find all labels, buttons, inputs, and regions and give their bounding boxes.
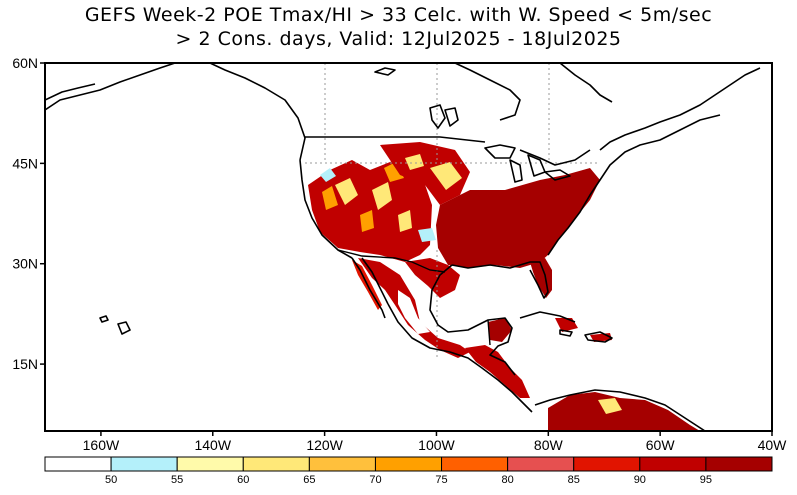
- shade-plains-cyan: [320, 168, 436, 242]
- shade-western-us-orange: [322, 162, 404, 232]
- colorbar-label: 90: [634, 474, 646, 486]
- lat-tick-label: 15N: [12, 356, 38, 372]
- colorbar-swatch: [242, 456, 310, 472]
- shade-mexico-interior: [398, 290, 430, 334]
- colorbar-swatch: [176, 456, 244, 472]
- colorbar-label: 70: [369, 474, 381, 486]
- colorbar: 50 55 60 65 70 75 80 85 90 95: [44, 456, 773, 486]
- shade-eastern-us: [436, 168, 600, 268]
- lat-tick-label: 30N: [12, 256, 38, 272]
- colorbar-swatch: [573, 456, 641, 472]
- lon-tick-label: 120W: [306, 437, 343, 453]
- map-title-line-2: > 2 Cons. days, Valid: 12Jul2025 - 18Jul…: [175, 28, 622, 50]
- colorbar-label: 95: [700, 474, 712, 486]
- colorbar-label: 75: [435, 474, 447, 486]
- lon-tick-label: 160W: [83, 437, 120, 453]
- lon-tick-label: 140W: [194, 437, 231, 453]
- colorbar-swatch: [374, 456, 443, 472]
- lon-tick-label: 100W: [418, 437, 455, 453]
- latitude-ticks: 60N 45N 30N 15N: [12, 55, 45, 372]
- shade-texas: [405, 258, 460, 298]
- map-title-line-1: GEFS Week-2 POE Tmax/HI > 33 Celc. with …: [84, 4, 713, 26]
- colorbar-label: 65: [303, 474, 315, 486]
- political-borders: [305, 136, 491, 346]
- colorbar-swatch: [441, 456, 509, 472]
- colorbar-label: 50: [105, 474, 117, 486]
- shade-northern-plains: [380, 142, 470, 205]
- lat-tick-label: 60N: [12, 55, 38, 71]
- colorbar-swatch: [110, 456, 178, 472]
- shade-south-america: [548, 392, 700, 431]
- colorbar-swatch: [507, 456, 575, 472]
- coastlines: [45, 63, 761, 431]
- shade-northern-plains-yellow: [405, 154, 462, 190]
- map-frame: [44, 62, 773, 432]
- colorbar-swatch: [44, 456, 112, 472]
- colorbar-label: 80: [502, 474, 514, 486]
- colorbar-swatch: [705, 456, 773, 472]
- shade-caribbean: [555, 318, 612, 342]
- colorbar-label: 60: [237, 474, 249, 486]
- longitude-ticks: 160W 140W 120W 100W 80W 60W 40W: [83, 431, 788, 453]
- colorbar-label: 85: [568, 474, 580, 486]
- colorbar-swatch: [308, 456, 376, 472]
- lat-tick-label: 45N: [12, 155, 38, 171]
- shade-western-us-yellow: [335, 178, 412, 232]
- lon-tick-label: 40W: [758, 437, 788, 453]
- colorbar-label: 55: [171, 474, 183, 486]
- colorbar-swatch: [639, 456, 707, 472]
- map-area: [45, 63, 761, 431]
- lon-tick-label: 60W: [646, 437, 676, 453]
- lon-tick-label: 80W: [534, 437, 564, 453]
- shade-yucatan: [488, 318, 512, 342]
- shade-south-america-yellow: [598, 398, 622, 414]
- shade-central-america: [465, 345, 530, 398]
